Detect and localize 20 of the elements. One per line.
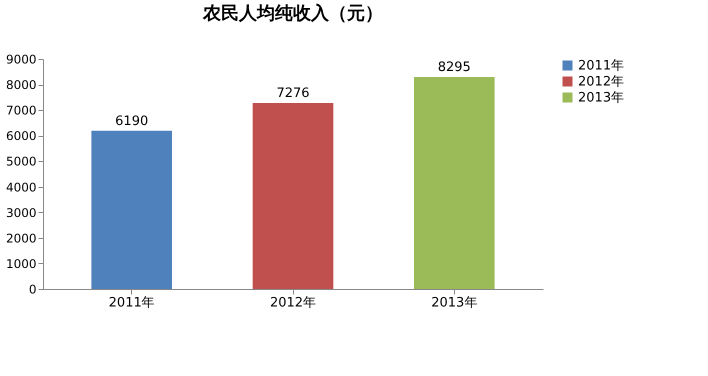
data-label: 6190 bbox=[115, 114, 148, 129]
y-tick-label: 2000 bbox=[6, 231, 36, 246]
y-tick-label: 7000 bbox=[6, 104, 36, 118]
data-label: 8295 bbox=[438, 60, 471, 76]
legend-label: 2013年 bbox=[578, 90, 624, 106]
y-tick-label: 6000 bbox=[6, 129, 36, 144]
y-tick-label: 0 bbox=[28, 282, 36, 296]
x-tick-label: 2011年 bbox=[108, 296, 155, 310]
y-tick-label: 5000 bbox=[6, 154, 36, 169]
legend-label: 2012年 bbox=[578, 74, 624, 90]
y-tick-label: 4000 bbox=[6, 180, 36, 194]
x-tick-label: 2013年 bbox=[431, 296, 478, 310]
x-tick-label: 2012年 bbox=[270, 296, 316, 310]
data-label: 7276 bbox=[276, 86, 310, 102]
y-tick-label: 1000 bbox=[6, 256, 36, 271]
legend-label: 2011年 bbox=[578, 58, 624, 74]
y-tick-label: 8000 bbox=[6, 78, 36, 92]
y-tick-label: 3000 bbox=[6, 206, 36, 220]
chart-title: 农民人均纯收入（元） bbox=[202, 3, 383, 24]
y-tick-label: 9000 bbox=[6, 52, 36, 66]
